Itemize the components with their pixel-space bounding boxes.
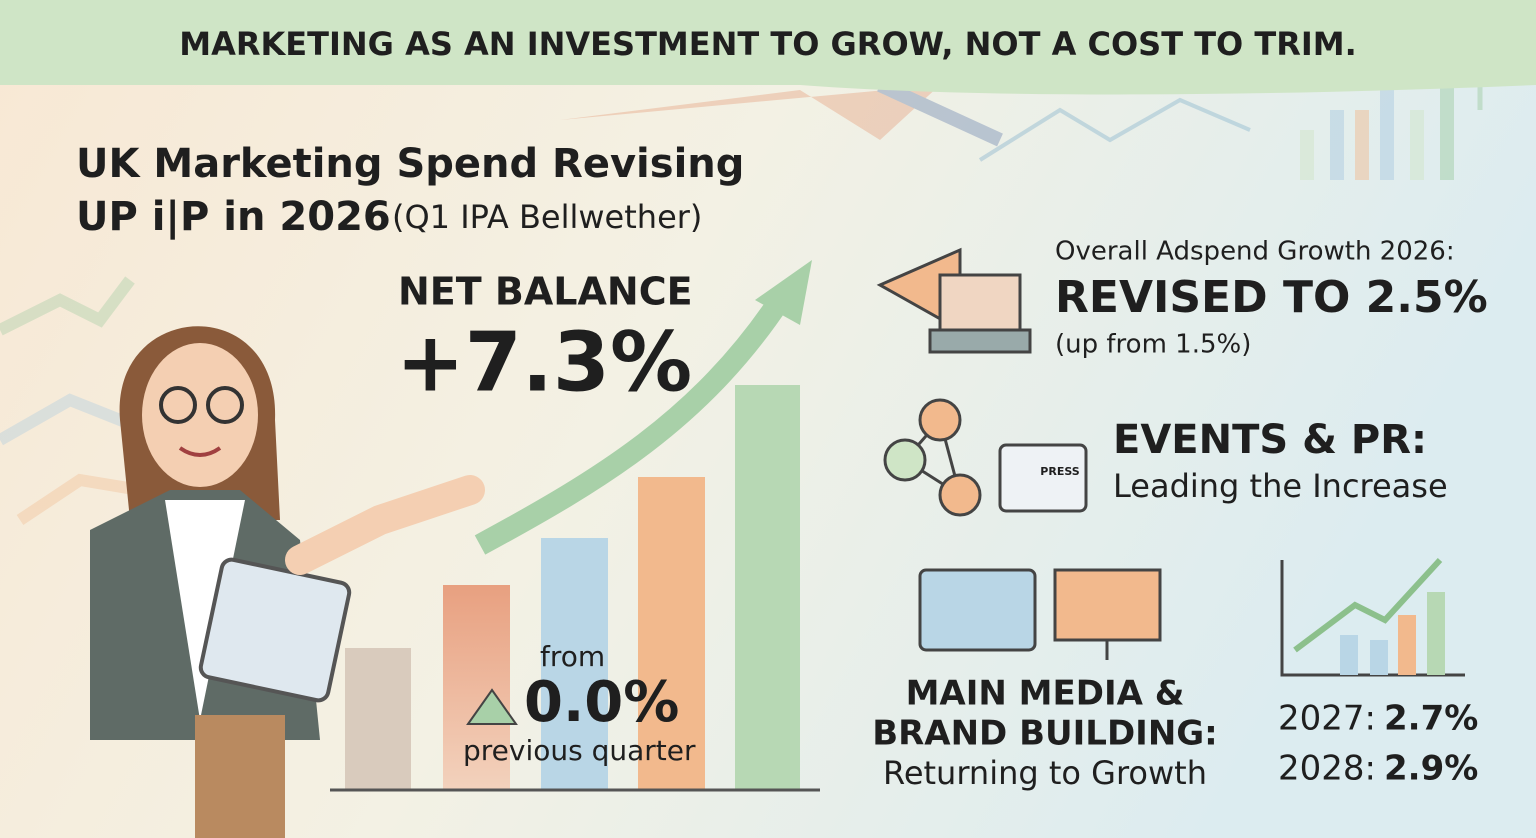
media-line2: BRAND BUILDING:: [872, 714, 1218, 754]
net-balance-label: NET BALANCE: [398, 270, 693, 314]
network-icon: [883, 398, 1088, 517]
forecast-year: 2027:: [1278, 699, 1376, 739]
headline-source: (Q1 IPA Bellwether): [392, 198, 702, 236]
forecast-year: 2028:: [1278, 749, 1376, 789]
person-illustration: [90, 326, 485, 838]
net-balance-value: +7.3%: [396, 315, 692, 410]
mini-chart: [1280, 557, 1465, 677]
banner-text: MARKETING AS AN INVESTMENT TO GROW, NOT …: [179, 25, 1356, 63]
events-title: EVENTS & PR:: [1113, 417, 1427, 463]
from-label: from: [540, 640, 605, 673]
decor-chart: [560, 20, 1497, 180]
previous-value: 0.0%: [524, 670, 679, 735]
events-subtitle: Leading the Increase: [1113, 467, 1448, 505]
adspend-label: Overall Adspend Growth 2026:: [1055, 237, 1455, 267]
media-line1: MAIN MEDIA &: [906, 674, 1185, 714]
headline-line2: UP i|P in 2026: [76, 194, 391, 241]
adspend-note: (up from 1.5%): [1055, 330, 1251, 360]
previous-label: previous quarter: [463, 734, 696, 767]
megaphone-icon: [876, 247, 1032, 354]
forecast-value: 2.9%: [1384, 749, 1478, 789]
banner-bg: [0, 0, 1536, 95]
forecast-value: 2.7%: [1384, 699, 1478, 739]
adspend-headline: REVISED TO 2.5%: [1055, 272, 1488, 323]
press-badge: PRESS: [1040, 465, 1079, 478]
media-subtitle: Returning to Growth: [883, 754, 1207, 792]
decor-bars: [330, 260, 820, 792]
headline-line1: UK Marketing Spend Revising: [76, 141, 744, 187]
up-triangle: [466, 688, 518, 725]
media-icons: [918, 568, 1162, 660]
